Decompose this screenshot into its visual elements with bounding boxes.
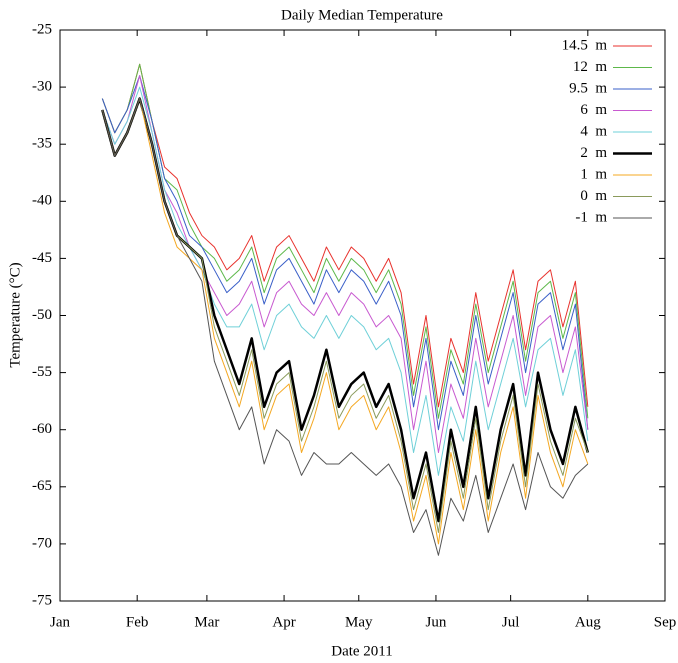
y-tick-label: -60 xyxy=(32,421,52,437)
series-line xyxy=(101,98,589,533)
series-line xyxy=(101,75,589,454)
series-line xyxy=(101,63,589,408)
x-tick-label: Jan xyxy=(50,614,70,630)
y-tick-label: -50 xyxy=(32,307,52,323)
y-tick-label: -65 xyxy=(32,478,52,494)
series-line xyxy=(101,63,589,419)
x-tick-label: Aug xyxy=(575,614,601,630)
series-line xyxy=(101,98,589,556)
x-tick-label: Jul xyxy=(502,614,520,630)
y-tick-label: -70 xyxy=(32,535,52,551)
x-tick-label: May xyxy=(345,614,373,630)
legend-label: -1 m xyxy=(575,209,607,225)
y-tick-label: -40 xyxy=(32,193,52,209)
y-tick-label: -25 xyxy=(32,21,52,37)
y-tick-label: -35 xyxy=(32,136,52,152)
legend-label: 9.5 m xyxy=(569,80,607,96)
x-axis-label: Date 2011 xyxy=(331,643,393,659)
x-tick-label: Feb xyxy=(126,614,149,630)
y-tick-label: -55 xyxy=(32,364,52,380)
legend-label: 1 m xyxy=(580,166,607,182)
y-axis-label: Temperature (°C) xyxy=(7,262,23,367)
x-tick-label: Sep xyxy=(654,614,677,630)
legend-label: 12 m xyxy=(573,59,608,75)
x-tick-label: Jun xyxy=(426,614,447,630)
legend-label: 2 m xyxy=(580,145,607,161)
y-tick-label: -45 xyxy=(32,250,52,266)
legend-label: 14.5 m xyxy=(562,37,608,53)
y-tick-label: -75 xyxy=(32,592,52,608)
y-tick-label: -30 xyxy=(32,79,52,95)
series-line xyxy=(101,98,589,545)
x-tick-label: Apr xyxy=(272,614,295,630)
legend-label: 0 m xyxy=(580,188,607,204)
chart-title: Daily Median Temperature xyxy=(281,7,443,23)
legend-label: 6 m xyxy=(580,102,607,118)
series-line xyxy=(101,75,589,431)
series-line xyxy=(101,86,589,476)
x-tick-label: Mar xyxy=(194,614,219,630)
legend-label: 4 m xyxy=(580,123,607,139)
